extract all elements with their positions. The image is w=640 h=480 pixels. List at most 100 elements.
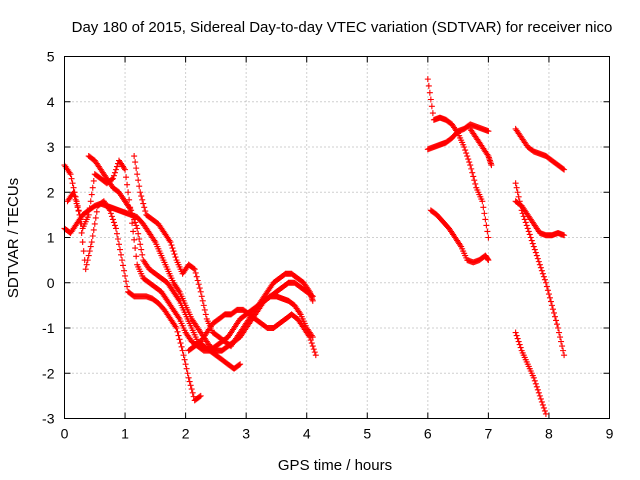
x-tick-label: 7 [484, 426, 492, 442]
data-point [307, 337, 314, 344]
data-point [538, 398, 545, 405]
data-point [485, 234, 492, 241]
data-point [471, 177, 478, 184]
data-point [536, 392, 543, 399]
data-point [531, 377, 538, 384]
data-point [535, 258, 542, 265]
data-point [480, 204, 487, 211]
x-tick-label: 4 [303, 426, 311, 442]
data-point [137, 189, 144, 196]
data-point [202, 311, 209, 318]
data-point [132, 219, 139, 226]
y-tick-label: 4 [47, 94, 55, 110]
data-point [309, 343, 316, 350]
data-point [135, 177, 142, 184]
x-tick-label: 9 [606, 426, 614, 442]
series-track-13 [512, 180, 568, 359]
data-point [426, 89, 433, 96]
data-point [136, 236, 143, 243]
series-track-11 [512, 125, 568, 173]
data-point [87, 243, 94, 250]
x-tick-label: 2 [182, 426, 190, 442]
data-point [468, 165, 475, 172]
data-point [71, 193, 78, 200]
data-point [85, 211, 92, 218]
data-point [70, 189, 77, 196]
data-point [484, 228, 491, 235]
data-point [176, 336, 183, 343]
data-point [76, 211, 83, 218]
data-point [113, 230, 120, 237]
data-point [193, 273, 200, 280]
data-point [540, 273, 547, 280]
data-point [67, 171, 74, 178]
data-point [425, 82, 432, 89]
data-point [120, 262, 127, 269]
data-point [89, 184, 96, 191]
data-point [90, 226, 97, 233]
data-point [83, 261, 90, 268]
data-point [542, 279, 549, 286]
data-point [124, 283, 131, 290]
data-point [200, 302, 207, 309]
data-point [485, 257, 492, 264]
data-point [201, 306, 208, 313]
data-point [112, 166, 119, 173]
data-point [188, 386, 195, 393]
data-point [522, 219, 529, 226]
x-tick-label: 3 [242, 426, 250, 442]
y-tick-label: -3 [42, 411, 55, 427]
data-point [114, 236, 121, 243]
data-point [514, 189, 521, 196]
x-tick-label: 0 [61, 426, 69, 442]
data-point [544, 287, 551, 294]
data-point [173, 325, 180, 331]
data-point [530, 374, 537, 381]
data-point [512, 180, 519, 187]
plot-frame [64, 56, 610, 419]
data-point [537, 264, 544, 271]
data-point [513, 184, 520, 191]
data-point [117, 246, 124, 253]
data-point [177, 340, 184, 347]
data-point [536, 261, 543, 268]
data-point [172, 254, 179, 261]
data-point [130, 213, 137, 220]
data-point [310, 346, 317, 353]
data-point [554, 321, 561, 328]
data-point [541, 407, 548, 414]
data-point [131, 153, 138, 160]
data-point [106, 207, 113, 214]
series-track-9 [427, 207, 492, 266]
data-point [126, 196, 133, 203]
series-track-10 [467, 125, 495, 169]
data-point [122, 166, 129, 173]
data-point [89, 232, 96, 239]
data-point [108, 213, 115, 220]
data-point [88, 191, 95, 198]
ticks: 0 1 2 3 4 5 6 7 8 9 -3 -2 -1 0 1 2 3 4 5 [42, 49, 614, 442]
data-point [525, 228, 532, 235]
data-point [236, 361, 243, 368]
data-point [116, 241, 122, 248]
data-point [85, 252, 92, 259]
data-point [139, 196, 146, 203]
data-point [557, 334, 564, 341]
series-track-5 [131, 153, 316, 350]
y-tick-label: -2 [42, 365, 55, 381]
data-point [512, 329, 519, 336]
data-point [428, 103, 435, 110]
data-point [124, 181, 131, 188]
data-point [175, 332, 182, 339]
data-point [138, 246, 145, 253]
data-point [531, 246, 538, 253]
data-point [170, 248, 177, 255]
series-track-8 [424, 121, 492, 153]
data-point [488, 162, 495, 169]
data-point [469, 169, 476, 176]
data-point [110, 172, 117, 179]
data-point [528, 237, 535, 244]
data-point [552, 313, 558, 320]
data-point [87, 198, 94, 205]
data-point [465, 156, 472, 163]
